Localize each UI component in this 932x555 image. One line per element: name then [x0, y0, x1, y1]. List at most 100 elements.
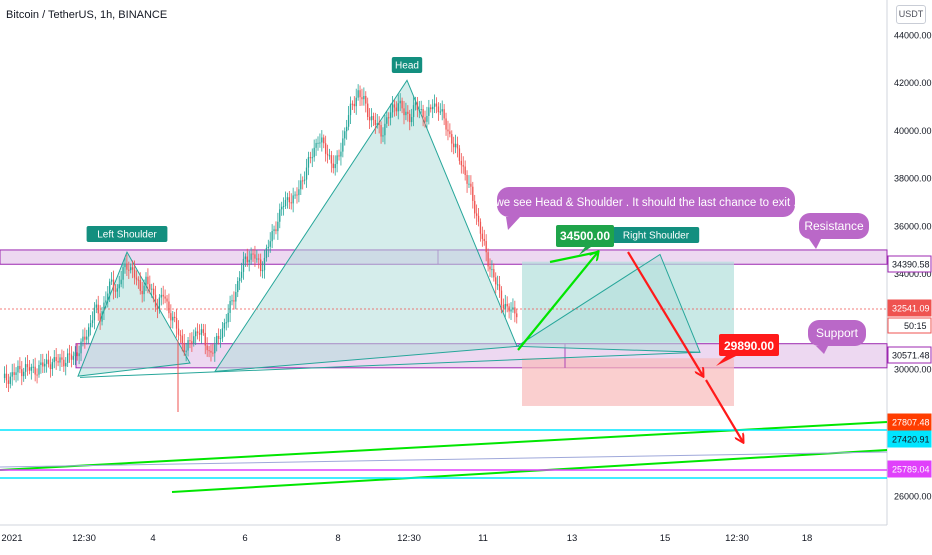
candle-body: [131, 267, 134, 270]
candle-body: [493, 269, 495, 278]
candle-body: [305, 167, 308, 180]
upper-trendline: [0, 421, 888, 471]
candle-body: [296, 194, 298, 196]
candle-body: [512, 307, 514, 310]
candle-body: [273, 229, 275, 231]
candle-body: [338, 155, 340, 157]
candle-body: [374, 119, 377, 125]
candle-body: [141, 290, 143, 295]
candle-body: [164, 296, 166, 299]
candle-body: [24, 364, 27, 372]
candle-body: [151, 288, 153, 290]
price-tag-27420-bg: [887, 430, 932, 448]
candle-body: [462, 165, 464, 167]
candle-body: [475, 213, 478, 216]
candle-body: [424, 117, 426, 122]
bullish-arrow-link: [549, 250, 599, 264]
candle-body: [120, 279, 122, 285]
price-tag-32541: 32541.09: [887, 299, 932, 317]
x-tick-label: 12:30: [397, 533, 421, 544]
candle-body: [105, 300, 107, 303]
candle-body: [447, 129, 449, 132]
currency-button[interactable]: USDT: [896, 5, 926, 24]
candle-body: [166, 298, 168, 302]
candle-body: [397, 103, 399, 112]
analysis-callout-bg: [497, 187, 795, 217]
candle-body: [122, 267, 124, 280]
candle-body: [17, 365, 19, 373]
candle-body: [124, 263, 126, 268]
candle-body: [372, 116, 375, 120]
candle-body: [437, 106, 440, 113]
candle-body: [19, 365, 21, 370]
candle-body: [451, 134, 453, 144]
candle-body: [208, 350, 210, 352]
candle-body: [454, 143, 457, 148]
candle-body: [491, 269, 493, 271]
candle-body: [55, 357, 57, 361]
symbol-title[interactable]: Bitcoin / TetherUS, 1h, BINANCE: [6, 9, 168, 21]
candle-body: [334, 164, 336, 169]
x-tick-label: 4: [150, 533, 155, 544]
support-callout-tail: [816, 346, 828, 354]
candle-body: [158, 297, 161, 310]
candle-body: [187, 340, 189, 351]
candle-body: [135, 277, 138, 280]
candle-body: [458, 148, 461, 161]
target-down-label: 29890.00: [716, 334, 779, 366]
candle-body: [21, 369, 23, 377]
head-label: Head: [391, 57, 423, 73]
candle-body: [221, 328, 224, 339]
candle-body: [80, 341, 82, 354]
candle-body: [126, 263, 128, 270]
candle-body: [93, 307, 96, 321]
countdown-tag: 50:15: [887, 317, 932, 334]
candle-body: [191, 341, 193, 344]
x-tick-label: 15: [660, 533, 671, 544]
candle-body: [235, 292, 237, 302]
candle-body: [258, 258, 260, 260]
candle-body: [294, 194, 296, 196]
candle-body: [336, 155, 338, 165]
target-down-text: 29890.00: [724, 339, 774, 353]
candle-body: [177, 328, 180, 335]
candle-body: [298, 189, 300, 196]
candle-body: [405, 111, 407, 116]
countdown-tag-bg: [887, 317, 932, 334]
candle-body: [359, 90, 361, 98]
candle-body: [51, 362, 54, 370]
candle-body: [32, 366, 34, 368]
candle-body: [428, 107, 430, 116]
candle-body: [395, 107, 398, 112]
candle-body: [78, 353, 80, 357]
candle-body: [97, 304, 99, 314]
bullish-arrow: [517, 252, 598, 351]
candle-body: [479, 221, 482, 234]
right-shoulder-label-bg: [612, 227, 700, 243]
candle-body: [88, 327, 90, 337]
candle-body: [323, 137, 325, 144]
candle-body: [110, 279, 113, 282]
candle-body: [344, 131, 346, 139]
candle-body: [82, 336, 84, 342]
candle-body: [271, 230, 273, 242]
right-shoulder-label: Right Shoulder: [612, 227, 700, 243]
candle-body: [380, 124, 382, 137]
y-tick-label: 34000.00: [894, 269, 932, 279]
candle-body: [495, 277, 497, 285]
resistance-callout-text: Resistance: [804, 219, 864, 233]
candle-body: [496, 284, 499, 286]
candle-body: [152, 288, 155, 295]
candle-body: [183, 342, 185, 353]
candle-body: [256, 258, 258, 260]
candle-body: [11, 372, 13, 377]
price-tag-25789-bg: [887, 460, 932, 478]
candle-body: [384, 123, 386, 136]
candle-body: [328, 155, 331, 157]
x-axis: 2021 12:30 4 6 8 12:30 11 13 15 12:30 18: [1, 533, 812, 544]
candle-body: [303, 179, 306, 181]
candle-body: [26, 364, 29, 368]
candle-body: [445, 118, 447, 130]
